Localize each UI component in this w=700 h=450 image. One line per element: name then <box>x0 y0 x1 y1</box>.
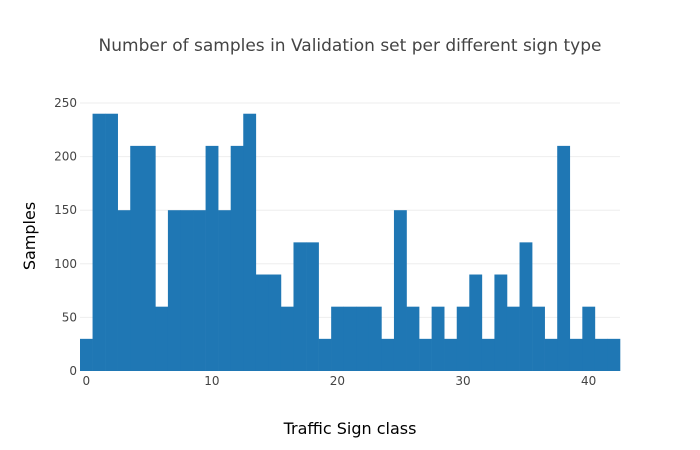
bar-class-17[interactable] <box>293 242 307 371</box>
bar-class-31[interactable] <box>469 274 483 371</box>
x-tick-label: 30 <box>455 374 470 388</box>
bar-class-15[interactable] <box>268 274 282 371</box>
y-tick-label: 250 <box>54 96 77 110</box>
bar-class-5[interactable] <box>142 145 156 371</box>
x-tick-label: 0 <box>82 374 90 388</box>
bar-class-10[interactable] <box>205 145 219 371</box>
bar-class-18[interactable] <box>306 242 319 371</box>
bar-class-25[interactable] <box>393 210 407 371</box>
y-tick-label: 50 <box>62 310 77 324</box>
bar-class-24[interactable] <box>381 338 395 371</box>
bar-class-13[interactable] <box>243 113 257 371</box>
bar-class-4[interactable] <box>130 145 144 371</box>
bar-class-37[interactable] <box>544 338 558 371</box>
bar-class-8[interactable] <box>180 210 194 371</box>
bar-class-1[interactable] <box>92 113 106 371</box>
bar-class-9[interactable] <box>193 210 206 371</box>
bar-class-30[interactable] <box>456 306 470 371</box>
y-tick-label: 100 <box>54 257 77 271</box>
bar-class-34[interactable] <box>506 306 520 371</box>
bar-class-40[interactable] <box>582 306 596 371</box>
bar-class-23[interactable] <box>368 306 382 371</box>
bar-class-16[interactable] <box>280 306 294 371</box>
bar-class-22[interactable] <box>356 306 370 371</box>
y-tick-label: 200 <box>54 150 77 164</box>
x-tick-label: 20 <box>330 374 345 388</box>
bar-class-7[interactable] <box>167 210 181 371</box>
bar-class-6[interactable] <box>155 306 169 371</box>
bar-class-11[interactable] <box>218 210 231 371</box>
y-axis-ticks: 0 50 100 150 200 250 <box>54 96 77 378</box>
bar-class-28[interactable] <box>431 306 445 371</box>
bar-class-14[interactable] <box>255 274 269 371</box>
bar-class-35[interactable] <box>519 242 533 371</box>
y-tick-label: 0 <box>69 364 77 378</box>
x-axis-title: Traffic Sign class <box>283 419 417 438</box>
bar-class-38[interactable] <box>557 145 571 371</box>
bar-class-27[interactable] <box>419 338 432 371</box>
x-axis-ticks: 0 10 20 30 40 <box>82 374 596 388</box>
bar-class-42[interactable] <box>607 338 621 371</box>
bar-class-19[interactable] <box>318 338 332 371</box>
bar-class-26[interactable] <box>406 306 420 371</box>
x-tick-label: 40 <box>581 374 596 388</box>
bars <box>80 113 621 371</box>
bar-class-33[interactable] <box>494 274 508 371</box>
bar-class-20[interactable] <box>331 306 345 371</box>
grid-lines <box>80 102 620 318</box>
bar-class-2[interactable] <box>105 113 118 371</box>
x-tick-label: 10 <box>204 374 219 388</box>
bar-class-29[interactable] <box>444 338 458 371</box>
bar-class-32[interactable] <box>481 338 495 371</box>
bar-class-39[interactable] <box>569 338 583 371</box>
bar-class-12[interactable] <box>230 145 244 371</box>
y-axis-title: Samples <box>20 202 39 270</box>
chart-title: Number of samples in Validation set per … <box>99 36 602 56</box>
y-tick-label: 150 <box>54 203 77 217</box>
bar-class-41[interactable] <box>594 338 608 371</box>
bar-class-0[interactable] <box>80 338 93 371</box>
bar-class-21[interactable] <box>343 306 357 371</box>
bar-class-3[interactable] <box>117 210 131 371</box>
bar-class-36[interactable] <box>532 306 545 371</box>
